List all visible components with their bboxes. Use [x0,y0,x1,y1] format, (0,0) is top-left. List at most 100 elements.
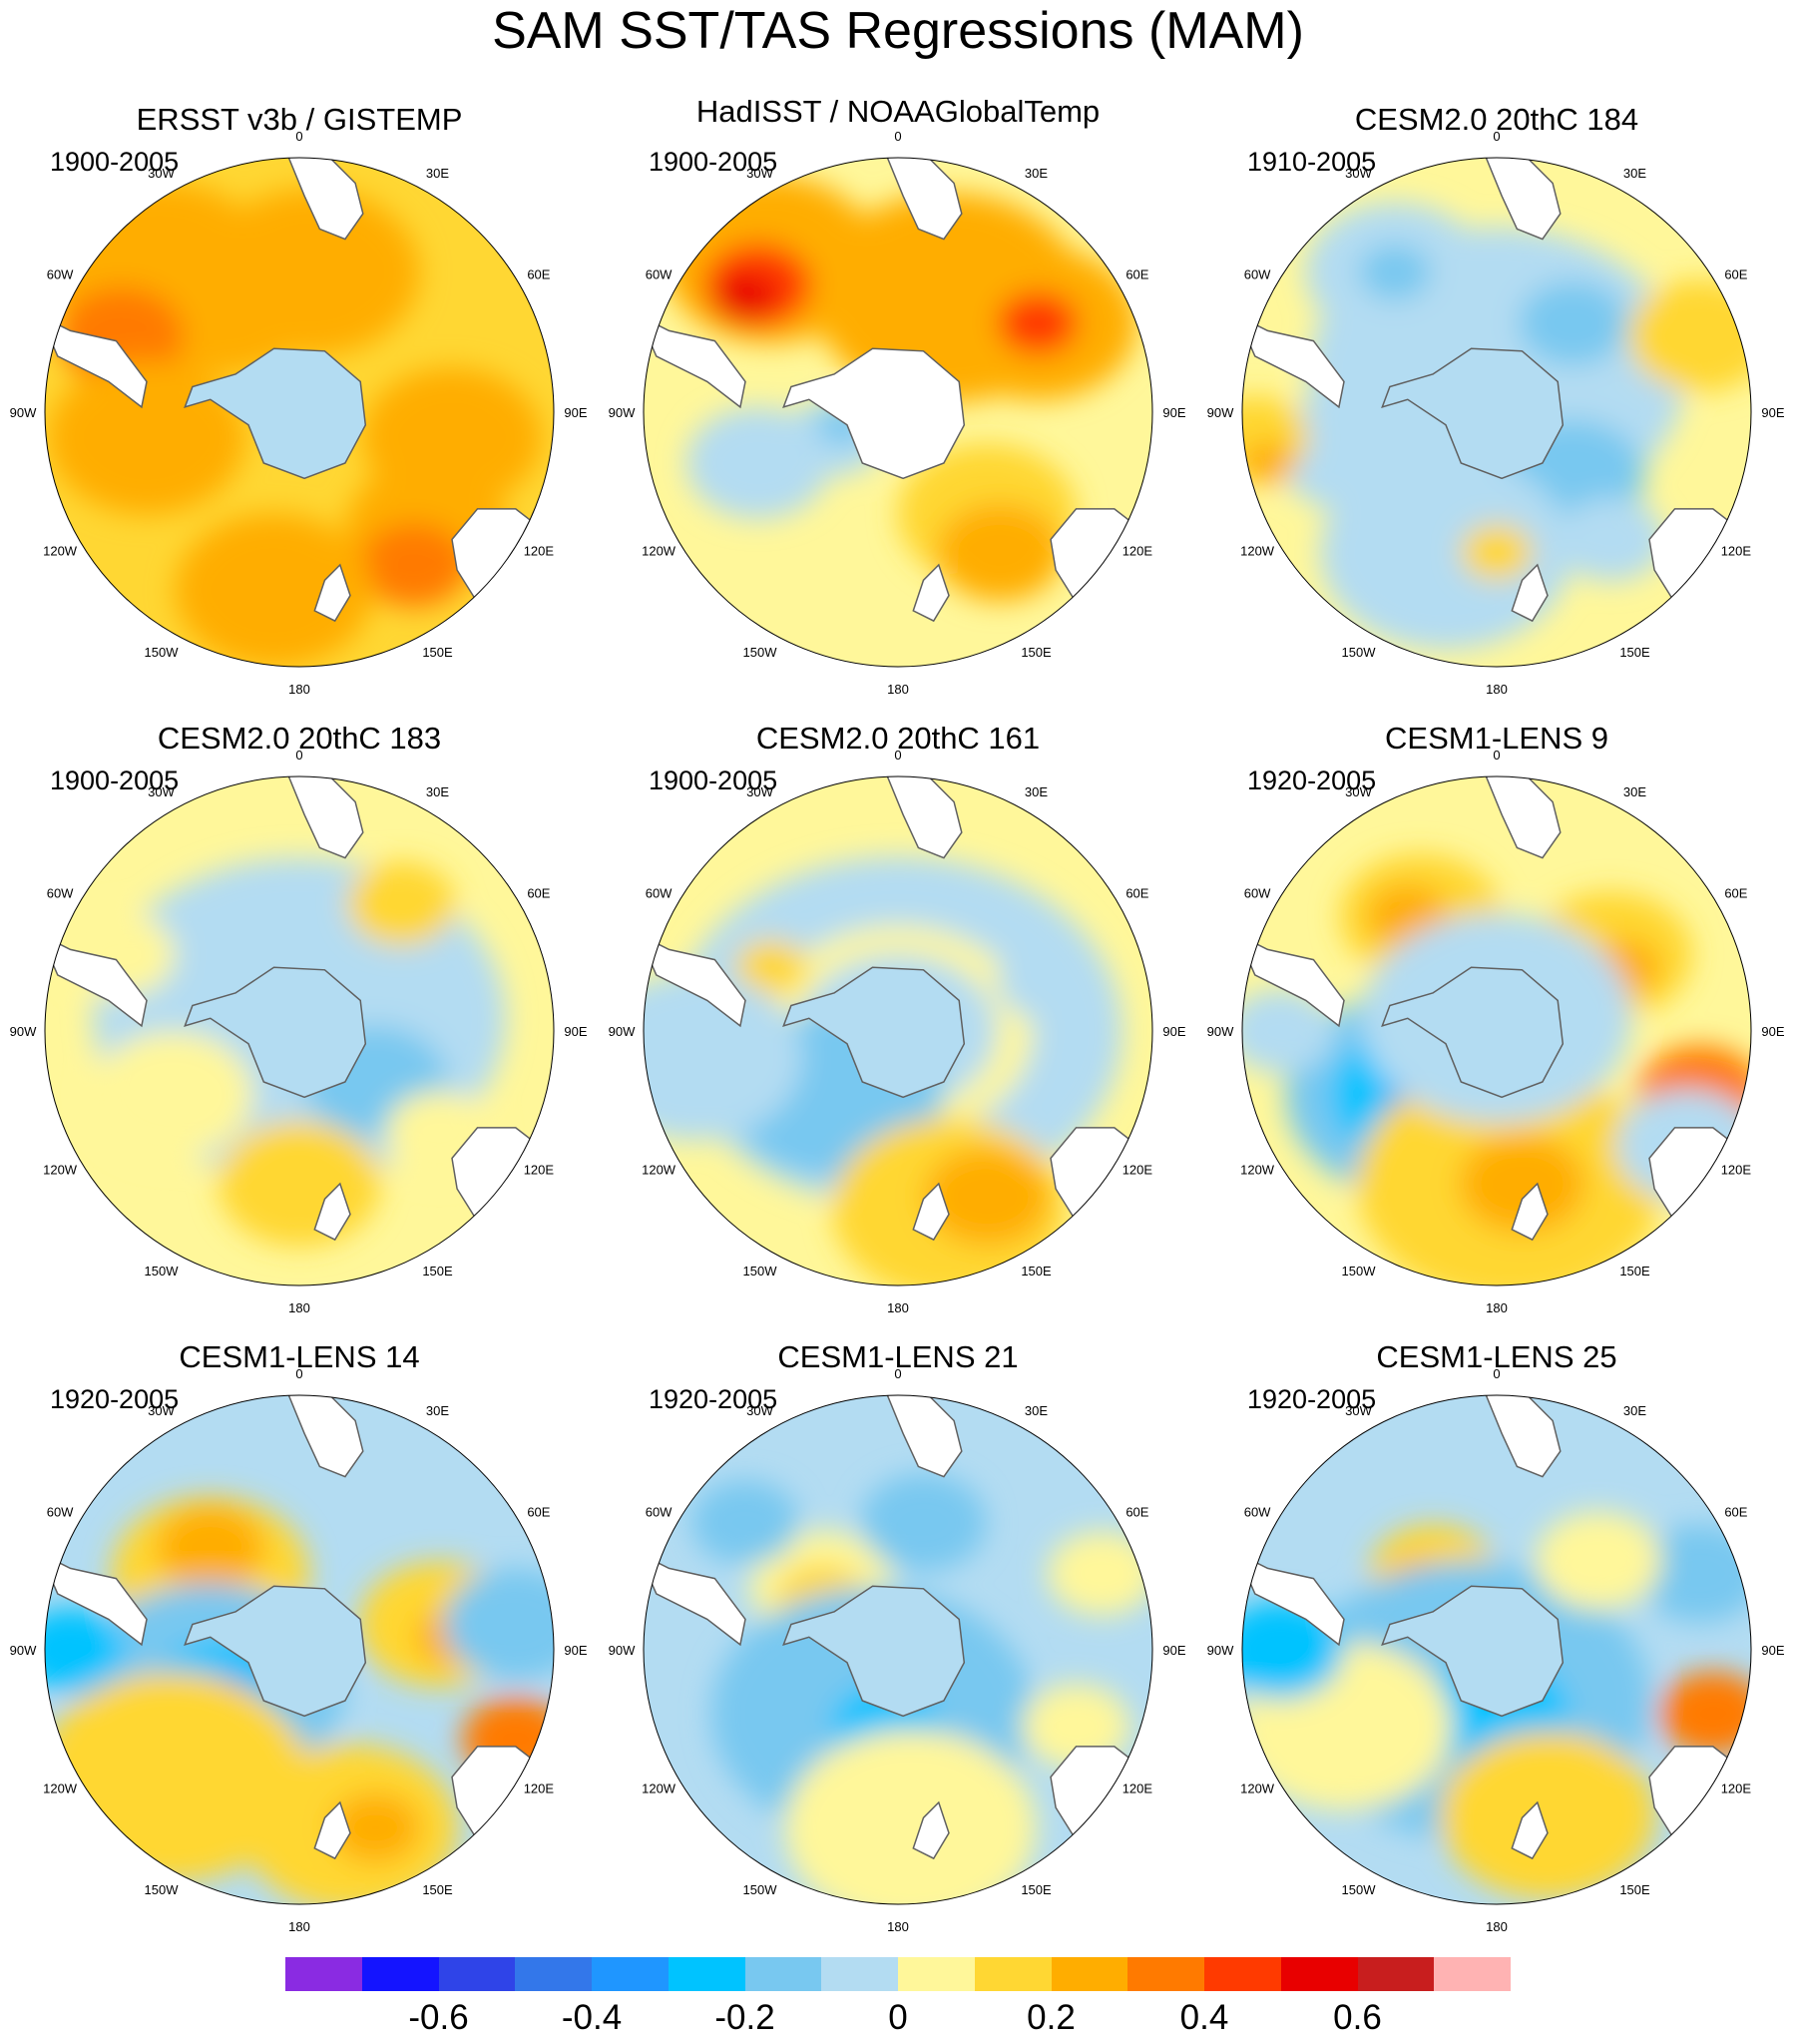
colorbar-tick-label: -0.2 [714,1998,775,2037]
longitude-label: 0 [295,748,302,763]
anomaly-region [784,1730,1037,1904]
longitude-label: 120E [524,1782,555,1796]
colorbar-box [821,1957,898,1991]
map-panel: CESM1-LENS 25 1920-2005 0 30E 60E 90E 120E 150E… [1197,1335,1796,1954]
panel-title: CESM1-LENS 9 [1385,721,1608,756]
longitude-label: 90W [1207,405,1234,420]
longitude-label: 30E [1025,784,1048,799]
longitude-label: 60E [1724,267,1747,282]
anomaly-region [1628,279,1751,392]
colorbar-box [1204,1957,1281,1991]
longitude-label: 90W [10,1024,37,1039]
longitude-label: 90W [609,1643,636,1658]
panel-title: HadISST / NOAAGlobalTemp [695,94,1101,129]
longitude-label: 120W [642,1782,676,1796]
anomaly-region [1459,1135,1585,1233]
panel-period: 1900-2005 [50,766,180,795]
longitude-label: 120E [1721,1163,1752,1178]
longitude-label: 150E [1619,645,1650,660]
anomaly-region [713,272,777,322]
longitude-label: 30E [1025,166,1048,181]
longitude-label: 150E [1619,1264,1650,1278]
continent-outline [1511,1800,1549,1860]
longitude-label: 60E [527,886,550,901]
antarctica-outline [782,966,966,1099]
antarctica-outline [782,347,966,480]
colorbar-box [668,1957,745,1991]
panel-period: 1910-2005 [1247,147,1377,177]
longitude-label: 150E [422,1882,453,1897]
colorbar-box [744,1957,822,1991]
longitude-label: 180 [288,1300,310,1315]
longitude-label: 90E [1162,405,1185,420]
longitude-label: 60W [646,1505,673,1520]
longitude-label: 30W [1345,1403,1372,1418]
colorbar-tick-label: -0.4 [561,1998,623,2037]
continent-outline [644,313,746,409]
longitude-label: 60E [1724,1505,1747,1520]
longitude-label: 60W [646,267,673,282]
anomaly-region [997,291,1079,355]
longitude-label: 120W [1240,544,1275,559]
colorbar [285,1957,1511,1991]
longitude-label: 90E [1761,405,1784,420]
map-panel: CESM1-LENS 9 1920-2005 0 30E 60E 90E 120E 150E 1… [1197,717,1796,1335]
longitude-label: 180 [288,682,310,697]
longitude-label: 150W [743,645,778,660]
polar-map: 0 30E 60E 90E 120E 150E 180 150W 120W 90W 60W 30W [10,129,588,697]
map-frame [1241,157,1752,668]
longitude-label: 120W [43,1782,78,1796]
map-frame [643,1394,1153,1905]
colorbar-box [361,1957,439,1991]
anomaly-region [359,523,468,607]
anomaly-region [204,188,420,356]
panel-period: 1900-2005 [649,766,778,795]
figure-title: SAM SST/TAS Regressions (MAM) [492,2,1304,60]
longitude-label: 30W [1345,166,1372,181]
longitude-label: 120E [524,544,555,559]
anomaly-region [1658,1671,1751,1756]
colorbar-box [898,1957,975,1991]
longitude-label: 30E [1623,784,1646,799]
longitude-label: 150E [422,1264,453,1278]
anomaly-region [924,1147,1051,1246]
longitude-label: 90W [609,1024,636,1039]
antarctica-outline [782,1585,966,1718]
anomaly-region [347,861,455,946]
longitude-label: 60E [527,1505,550,1520]
antarctica-outline [1381,1585,1565,1718]
colorbar-box [515,1957,592,1991]
longitude-label: 30E [426,1403,449,1418]
anomaly-region [1519,280,1627,365]
longitude-label: 120W [642,544,676,559]
longitude-label: 150E [1021,1882,1052,1897]
anomaly-region [734,939,807,996]
longitude-label: 60W [47,267,74,282]
longitude-label: 180 [288,1919,310,1934]
polar-map: 0 30E 60E 90E 120E 150E 180 150W 120W 90W 60W 30W [609,129,1186,697]
anomaly-region [1536,1511,1661,1610]
anomaly-region [1359,244,1431,300]
map-panel: CESM1-LENS 14 1920-2005 0 30E 60E 90E 120E 150E… [0,1335,599,1954]
anomaly-region [937,503,1063,602]
longitude-label: 150W [743,1882,778,1897]
colorbar-box [1357,1957,1435,1991]
longitude-label: 180 [887,1919,909,1934]
colorbar-box [438,1957,516,1991]
panel-title: CESM1-LENS 21 [777,1339,1019,1374]
longitude-label: 150W [145,645,180,660]
longitude-label: 90E [1761,1024,1784,1039]
longitude-label: 30E [426,784,449,799]
colorbar-box [285,1957,362,1991]
anomaly-region [1242,1601,1344,1699]
longitude-label: 30W [148,784,175,799]
longitude-label: 150W [1342,645,1377,660]
colorbar-box [1127,1957,1204,1991]
continent-outline [313,1182,351,1242]
antarctica-outline [184,347,367,480]
continent-outline [644,932,746,1028]
longitude-label: 90E [564,405,587,420]
map-panel: CESM1-LENS 21 1920-2005 0 30E 60E 90E 120E 150E… [599,1335,1197,1954]
longitude-label: 0 [1493,748,1500,763]
anomaly-region [362,367,542,508]
